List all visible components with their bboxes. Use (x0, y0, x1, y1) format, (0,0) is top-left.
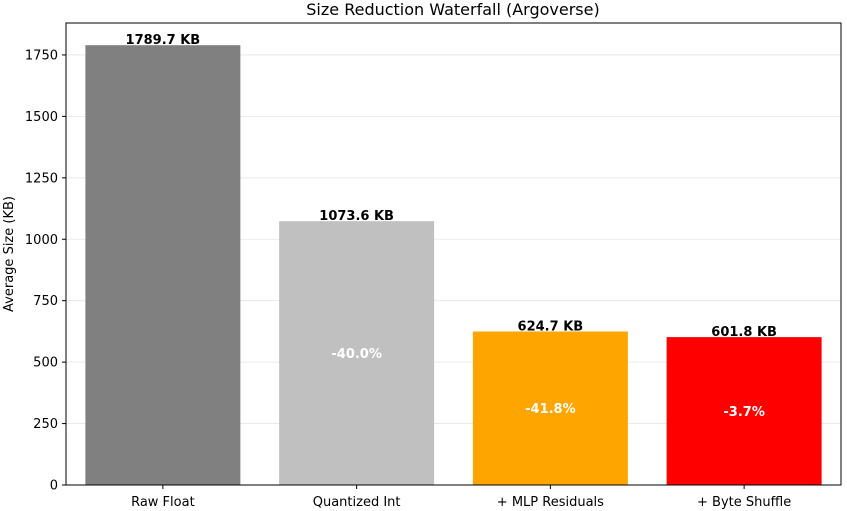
x-axis: Raw Float Quantized Int + MLP Residuals + B… (131, 485, 791, 510)
bar-1 (85, 45, 241, 486)
bar-value-label: 624.7 KB (518, 319, 584, 334)
y-tick-label: 0 (50, 479, 58, 494)
bar-4 (666, 337, 822, 485)
bar-value-label: 1073.6 KB (319, 209, 394, 224)
y-axis: 0 250 500 750 1000 1250 1500 1750 (25, 48, 66, 494)
bar-value-label: 1789.7 KB (126, 33, 201, 48)
y-tick-label: 500 (33, 356, 58, 371)
y-tick-label: 1000 (25, 233, 58, 248)
x-tick-label: + Byte Shuffle (697, 495, 791, 510)
bar-2 (279, 221, 435, 485)
bar-value-label: 601.8 KB (711, 325, 777, 340)
y-tick-label: 1750 (25, 48, 58, 63)
bar-reduction-label: -41.8% (525, 402, 576, 417)
bar-reduction-label: -3.7% (723, 405, 764, 420)
bar-3 (472, 331, 628, 485)
chart-title: Size Reduction Waterfall (Argoverse) (306, 0, 599, 19)
plot-frame (65, 22, 842, 486)
x-tick-label: + MLP Residuals (497, 495, 604, 510)
bar-reduction-label: -40.0% (331, 347, 382, 362)
y-tick-label: 1250 (25, 171, 58, 186)
x-tick-label: Raw Float (131, 495, 195, 510)
y-axis-title: Average Size (KB) (2, 196, 17, 312)
y-tick-label: 750 (33, 294, 58, 309)
x-tick-label: Quantized Int (313, 495, 401, 510)
y-tick-label: 1500 (25, 110, 58, 125)
bars-group: 1789.7 KB 1073.6 KB -40.0% 624.7 KB -41.8% 60… (85, 33, 822, 486)
y-tick-label: 250 (33, 417, 58, 432)
